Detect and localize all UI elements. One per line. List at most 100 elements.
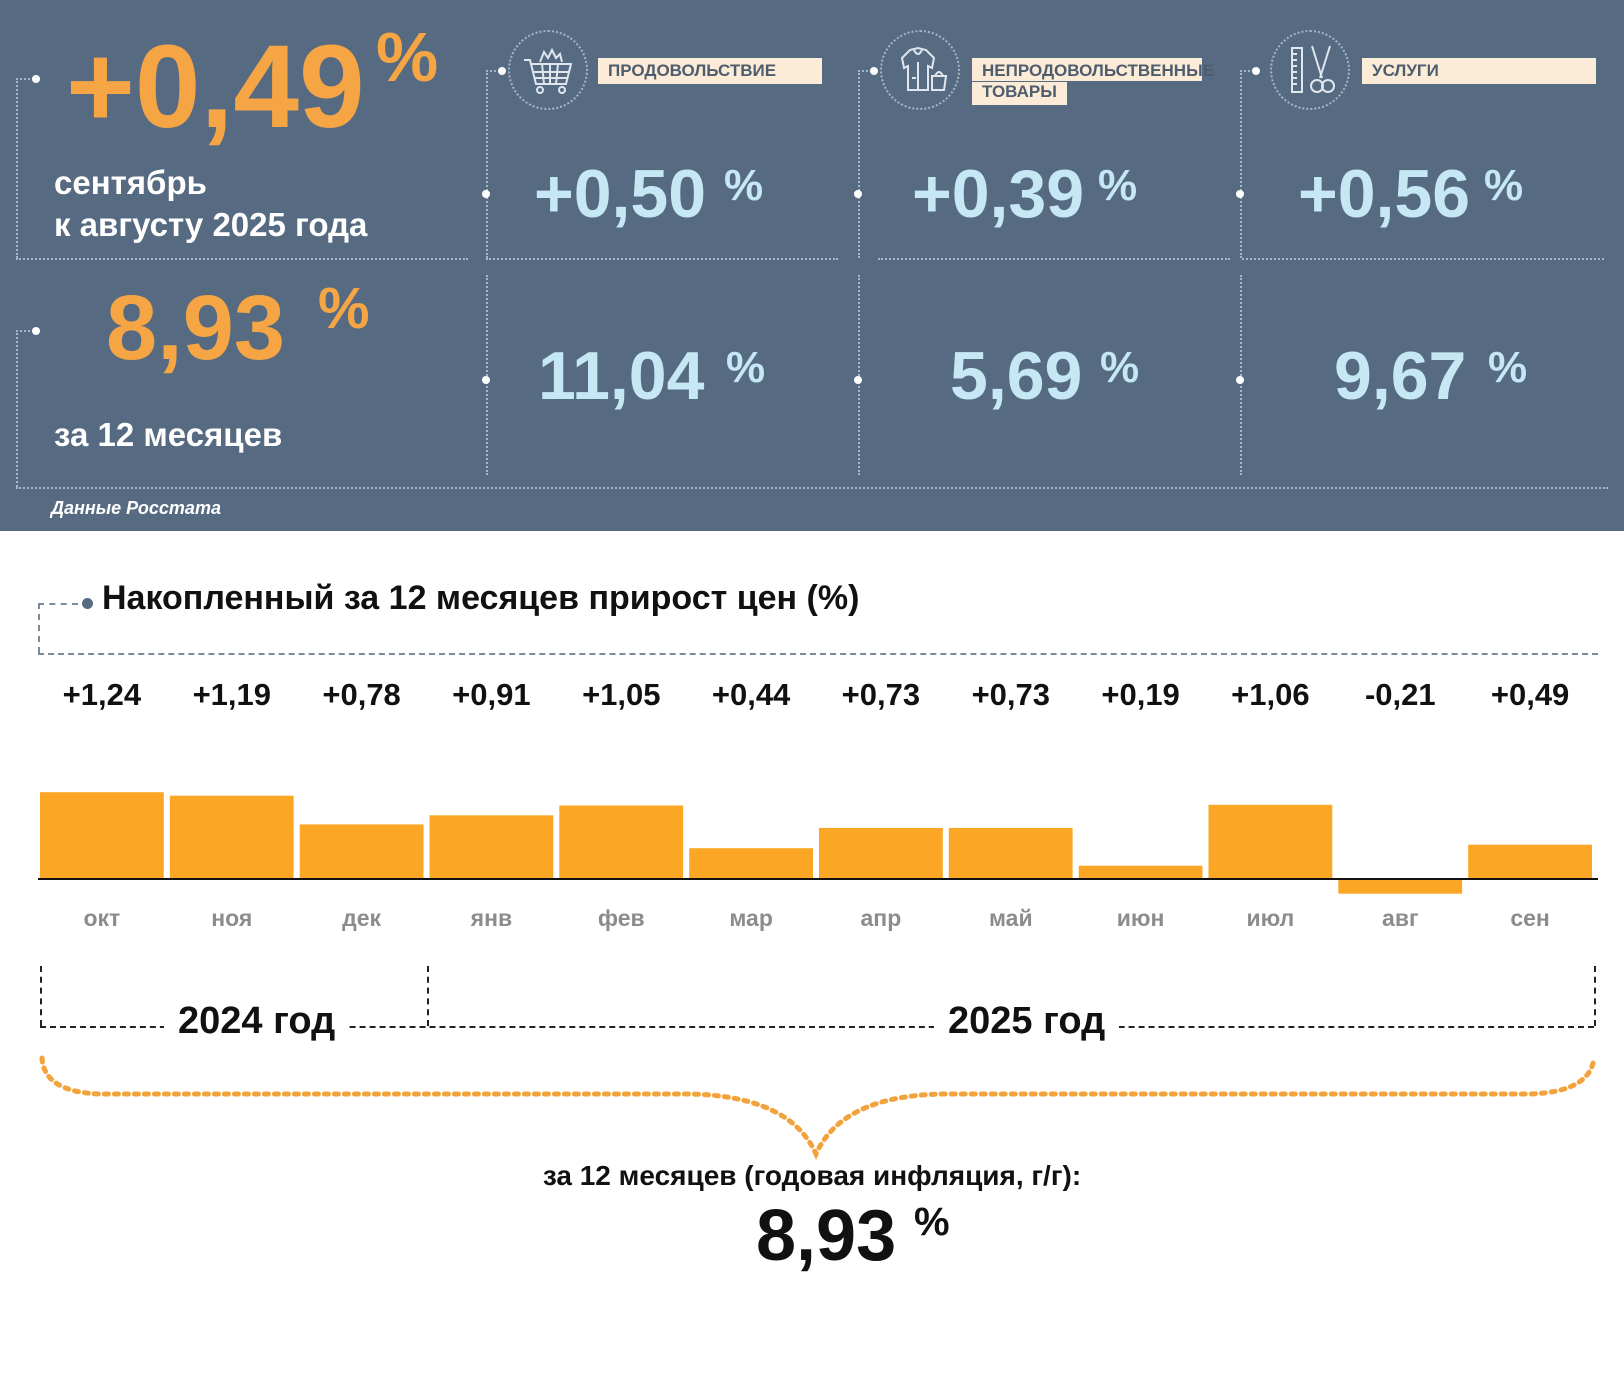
bar-value-label: +0,78 (322, 677, 401, 712)
divider (38, 603, 40, 653)
annual-inflation-percent: % (318, 276, 370, 341)
bar-value-label: +0,73 (971, 677, 1051, 712)
summary-label: за 12 месяцев (годовая инфляция, г/г): (542, 1160, 1082, 1191)
clothing-icon (880, 30, 960, 110)
services-annual-percent: % (1488, 343, 1528, 392)
divider (1594, 966, 1596, 1026)
month-label: май (988, 905, 1033, 931)
nonfood-annual-percent: % (1100, 343, 1140, 392)
bullet-dot (498, 67, 506, 75)
food-annual-value: 11,04 (538, 338, 705, 414)
bar-июл (1208, 804, 1333, 879)
divider (1240, 275, 1242, 475)
divider (858, 275, 860, 475)
month-label: мар (729, 905, 773, 931)
bar-value-label: +1,24 (62, 677, 142, 712)
divider (486, 70, 488, 258)
food-monthly-percent: % (724, 161, 764, 210)
source-note: Данные Росстата (51, 498, 221, 518)
chart-title: Накопленный за 12 месяцев прирост цен (%… (102, 579, 860, 617)
annual-caption: за 12 месяцев (54, 416, 283, 453)
divider (486, 275, 488, 475)
divider (38, 653, 1598, 655)
nonfood-monthly-percent: % (1098, 161, 1138, 210)
bar-янв (429, 815, 554, 879)
services-annual-value: 9,67 (1334, 338, 1467, 414)
divider (16, 330, 34, 332)
bar-value-label: +0,91 (452, 677, 531, 712)
bullet-dot (854, 376, 862, 384)
bullet-dot (82, 598, 93, 609)
monthly-inflation-percent: % (376, 18, 439, 96)
divider (16, 78, 34, 80)
bar-value-label: -0,21 (1364, 677, 1436, 712)
nonfood-monthly-value: +0,39 (912, 156, 1085, 232)
services-monthly-value: +0,56 (1298, 156, 1471, 232)
month-label: июн (1116, 905, 1165, 931)
divider (40, 1026, 1594, 1028)
bullet-dot (32, 75, 40, 83)
divider (427, 966, 429, 1026)
bar-value-label: +0,73 (841, 677, 921, 712)
bar-value-label: +1,06 (1231, 677, 1310, 712)
annual-inflation-value: 8,93 (106, 277, 286, 379)
month-label: июл (1246, 905, 1295, 931)
month-label: авг (1382, 905, 1419, 931)
category-label-nonfood: НЕПРОДОВОЛЬСТВЕННЫЕ (972, 58, 1214, 81)
bar-value-label: +0,49 (1490, 677, 1570, 712)
bar-ноя (169, 795, 294, 879)
category-label-food: ПРОДОВОЛЬСТВИЕ (598, 58, 822, 84)
shopping-cart-icon (508, 30, 588, 110)
divider (16, 78, 18, 258)
bullet-dot (482, 190, 490, 198)
divider (16, 258, 468, 260)
bar-июн (1078, 865, 1203, 879)
month-label: апр (860, 905, 902, 931)
year-label-2024: 2024 год (164, 1000, 350, 1043)
month-label: окт (83, 905, 121, 931)
divider (1242, 258, 1604, 260)
bar-мар (689, 848, 813, 879)
divider (16, 330, 18, 487)
food-annual-percent: % (726, 343, 766, 392)
summary-panel: +0,49 % сентябрь к августу 2025 года 8,9… (0, 0, 1624, 531)
bullet-dot (1236, 190, 1244, 198)
bar-value-label: +0,44 (711, 677, 791, 712)
category-label-nonfood-line2: ТОВАРЫ (972, 82, 1067, 105)
category-label-services: УСЛУГИ (1362, 58, 1596, 84)
divider (16, 487, 1608, 489)
bullet-dot (870, 67, 878, 75)
year-label-2025: 2025 год (934, 1000, 1120, 1043)
month-label: сен (1510, 905, 1550, 931)
bullet-dot (1252, 67, 1260, 75)
divider (1240, 70, 1242, 258)
bullet-dot (1236, 376, 1244, 384)
month-label: ноя (211, 905, 253, 931)
monthly-caption-line1: сентябрь (54, 164, 207, 201)
bar-апр (819, 827, 943, 879)
bullet-dot (854, 190, 862, 198)
summary-value: 8,93 (756, 1196, 897, 1276)
category-label-text: УСЛУГИ (1372, 61, 1439, 80)
divider (1240, 70, 1254, 72)
month-label: янв (470, 905, 513, 931)
divider (486, 258, 838, 260)
bar-value-label: +1,05 (582, 677, 661, 712)
scissors-comb-icon (1270, 30, 1350, 110)
bullet-dot (482, 376, 490, 384)
nonfood-annual-value: 5,69 (950, 338, 1083, 414)
month-label: дек (342, 905, 382, 931)
category-label-text: НЕПРОДОВОЛЬСТВЕННЫЕ (982, 61, 1215, 80)
bar-окт (40, 792, 164, 879)
bar-value-label: +1,19 (192, 677, 272, 712)
monthly-caption-line2: к августу 2025 года (54, 206, 368, 243)
food-monthly-value: +0,50 (534, 156, 707, 232)
bar-фев (559, 805, 684, 879)
bar-май (948, 827, 1073, 879)
divider (858, 70, 860, 258)
bullet-dot (32, 327, 40, 335)
category-label-text: ПРОДОВОЛЬСТВИЕ (608, 61, 777, 80)
bar-авг (1338, 879, 1463, 894)
monthly-inflation-value: +0,49 (66, 21, 365, 153)
summary-percent: % (914, 1200, 950, 1244)
